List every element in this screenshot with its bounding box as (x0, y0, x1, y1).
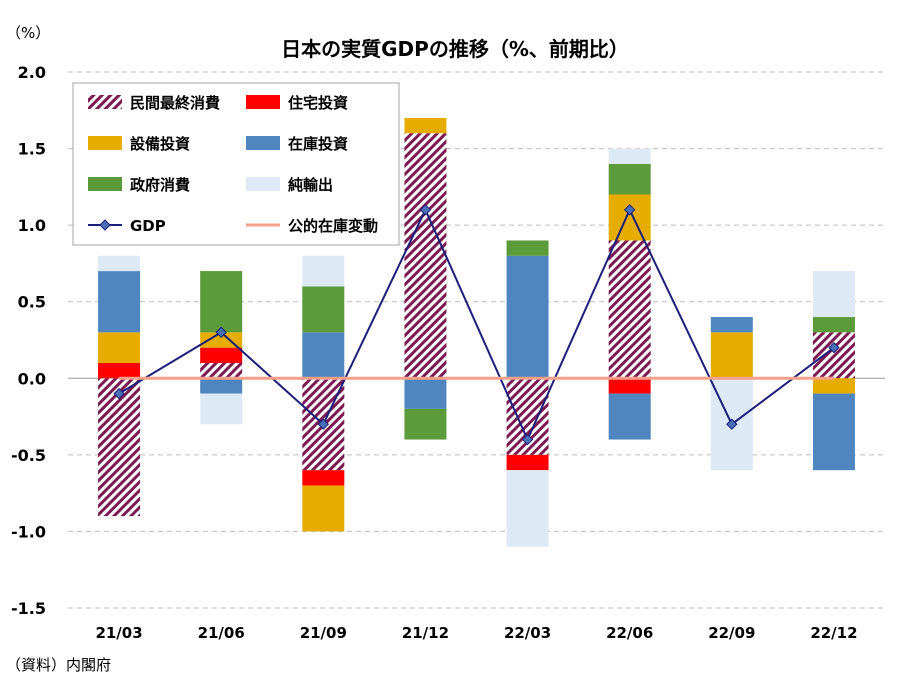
bar-segment (200, 378, 243, 394)
bar-segment (506, 255, 549, 379)
bar-segment (200, 393, 243, 425)
source-note: （資料）内閣府 (6, 656, 111, 674)
series-lines (113, 204, 840, 446)
bar-segment (812, 332, 855, 379)
bar-segment (200, 332, 243, 348)
gdp-line (118, 207, 835, 443)
bar-segment (200, 271, 243, 333)
legend-marker (99, 219, 111, 231)
y-tick-label: 1.0 (18, 216, 46, 235)
y-tick-label: 1.5 (18, 140, 46, 159)
bar-segment (98, 271, 141, 333)
bar-segment (710, 317, 753, 333)
bar-segment (608, 240, 651, 379)
axis-ticks: 2.0 1.5 1.0 0.5 0.0 -0.5 -1.0 -1.5 21/03 21/06 21/… (11, 63, 858, 642)
legend-swatch (88, 136, 122, 150)
gdp-point (521, 433, 534, 446)
legend-label: 住宅投資 (288, 94, 348, 112)
bar-segment (404, 408, 447, 440)
gdp-point (828, 341, 840, 354)
bar-segment (506, 470, 549, 547)
bar-segment (98, 362, 141, 379)
bar-segment (608, 148, 651, 164)
legend-swatch (88, 95, 122, 109)
bar-segment (404, 117, 447, 134)
bar-segment (608, 393, 651, 440)
bar-segment (608, 194, 651, 241)
bar-segment (404, 378, 447, 409)
y-tick-label: 2.0 (18, 63, 46, 82)
y-tick-label: -1.5 (11, 599, 46, 618)
legend-swatch (246, 177, 280, 191)
legend-box (72, 82, 400, 246)
legend-label: GDP (130, 217, 166, 235)
legend-swatch (88, 177, 122, 191)
y-tick-label: -0.5 (11, 446, 46, 465)
gdp-point (317, 418, 330, 430)
bar-segment (506, 454, 549, 471)
y-tick-label: 0.0 (18, 369, 46, 388)
gdp-point (623, 204, 636, 216)
bars (98, 117, 855, 547)
x-tick-label: 22/03 (504, 624, 551, 642)
bar-segment (812, 393, 855, 471)
x-tick-label: 21/06 (198, 624, 245, 642)
chart-title: 日本の実質GDPの推移（%、前期比） (281, 37, 629, 61)
x-tick-label: 21/09 (300, 624, 347, 642)
bar-segment (200, 347, 243, 363)
bar-segment (302, 255, 345, 287)
bar-segment (812, 378, 855, 394)
bar-segment (302, 332, 345, 379)
bar-segment (98, 378, 141, 517)
gdp-point (726, 418, 738, 430)
bar-segment (200, 362, 243, 379)
bar-segment (812, 317, 855, 333)
legend-label: 民間最終消費 (130, 94, 220, 112)
gdp-point (419, 204, 432, 216)
x-tick-label: 22/06 (606, 624, 653, 642)
legend-label: 純輸出 (288, 176, 333, 194)
legend-label: 在庫投資 (288, 135, 348, 153)
legend-label: 政府消費 (130, 176, 190, 194)
x-tick-label: 21/03 (95, 624, 142, 642)
bar-segment (404, 133, 447, 379)
x-tick-label: 21/12 (402, 624, 449, 642)
legend-label: 公的在庫変動 (288, 217, 378, 235)
y-unit-label: （%） (6, 24, 50, 42)
bar-segment (98, 255, 141, 272)
gdp-point (113, 387, 125, 400)
y-tick-label: 0.5 (18, 293, 46, 312)
bar-segment (608, 378, 651, 394)
bar-segment (812, 271, 855, 318)
bar-segment (302, 286, 345, 333)
gdp-point (215, 326, 227, 339)
bar-segment (302, 470, 345, 486)
legend-swatch (246, 136, 280, 150)
bar-segment (506, 240, 549, 256)
legend-swatch (246, 95, 280, 109)
legend-label: 設備投資 (130, 135, 190, 153)
y-tick-label: -1.0 (11, 522, 46, 541)
x-tick-label: 22/12 (810, 624, 857, 642)
bar-segment (98, 332, 141, 363)
bar-segment (710, 332, 753, 379)
bar-segment (608, 163, 651, 195)
x-tick-label: 22/09 (708, 624, 755, 642)
bar-segment (302, 485, 345, 532)
